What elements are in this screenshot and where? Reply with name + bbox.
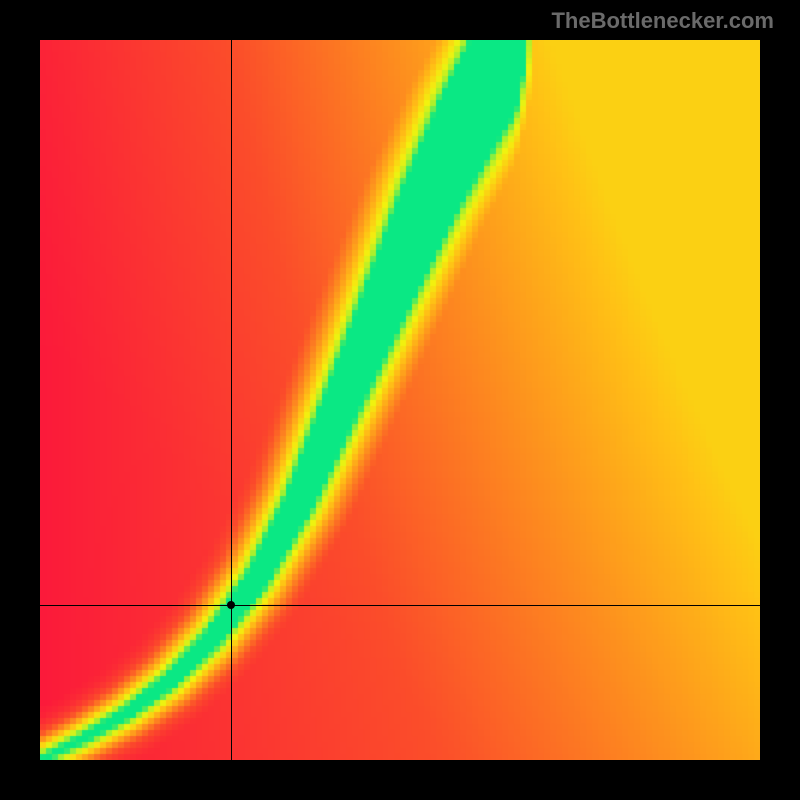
- attribution-text: TheBottlenecker.com: [551, 8, 774, 34]
- heatmap-canvas: [40, 40, 760, 760]
- heatmap-plot: [40, 40, 760, 760]
